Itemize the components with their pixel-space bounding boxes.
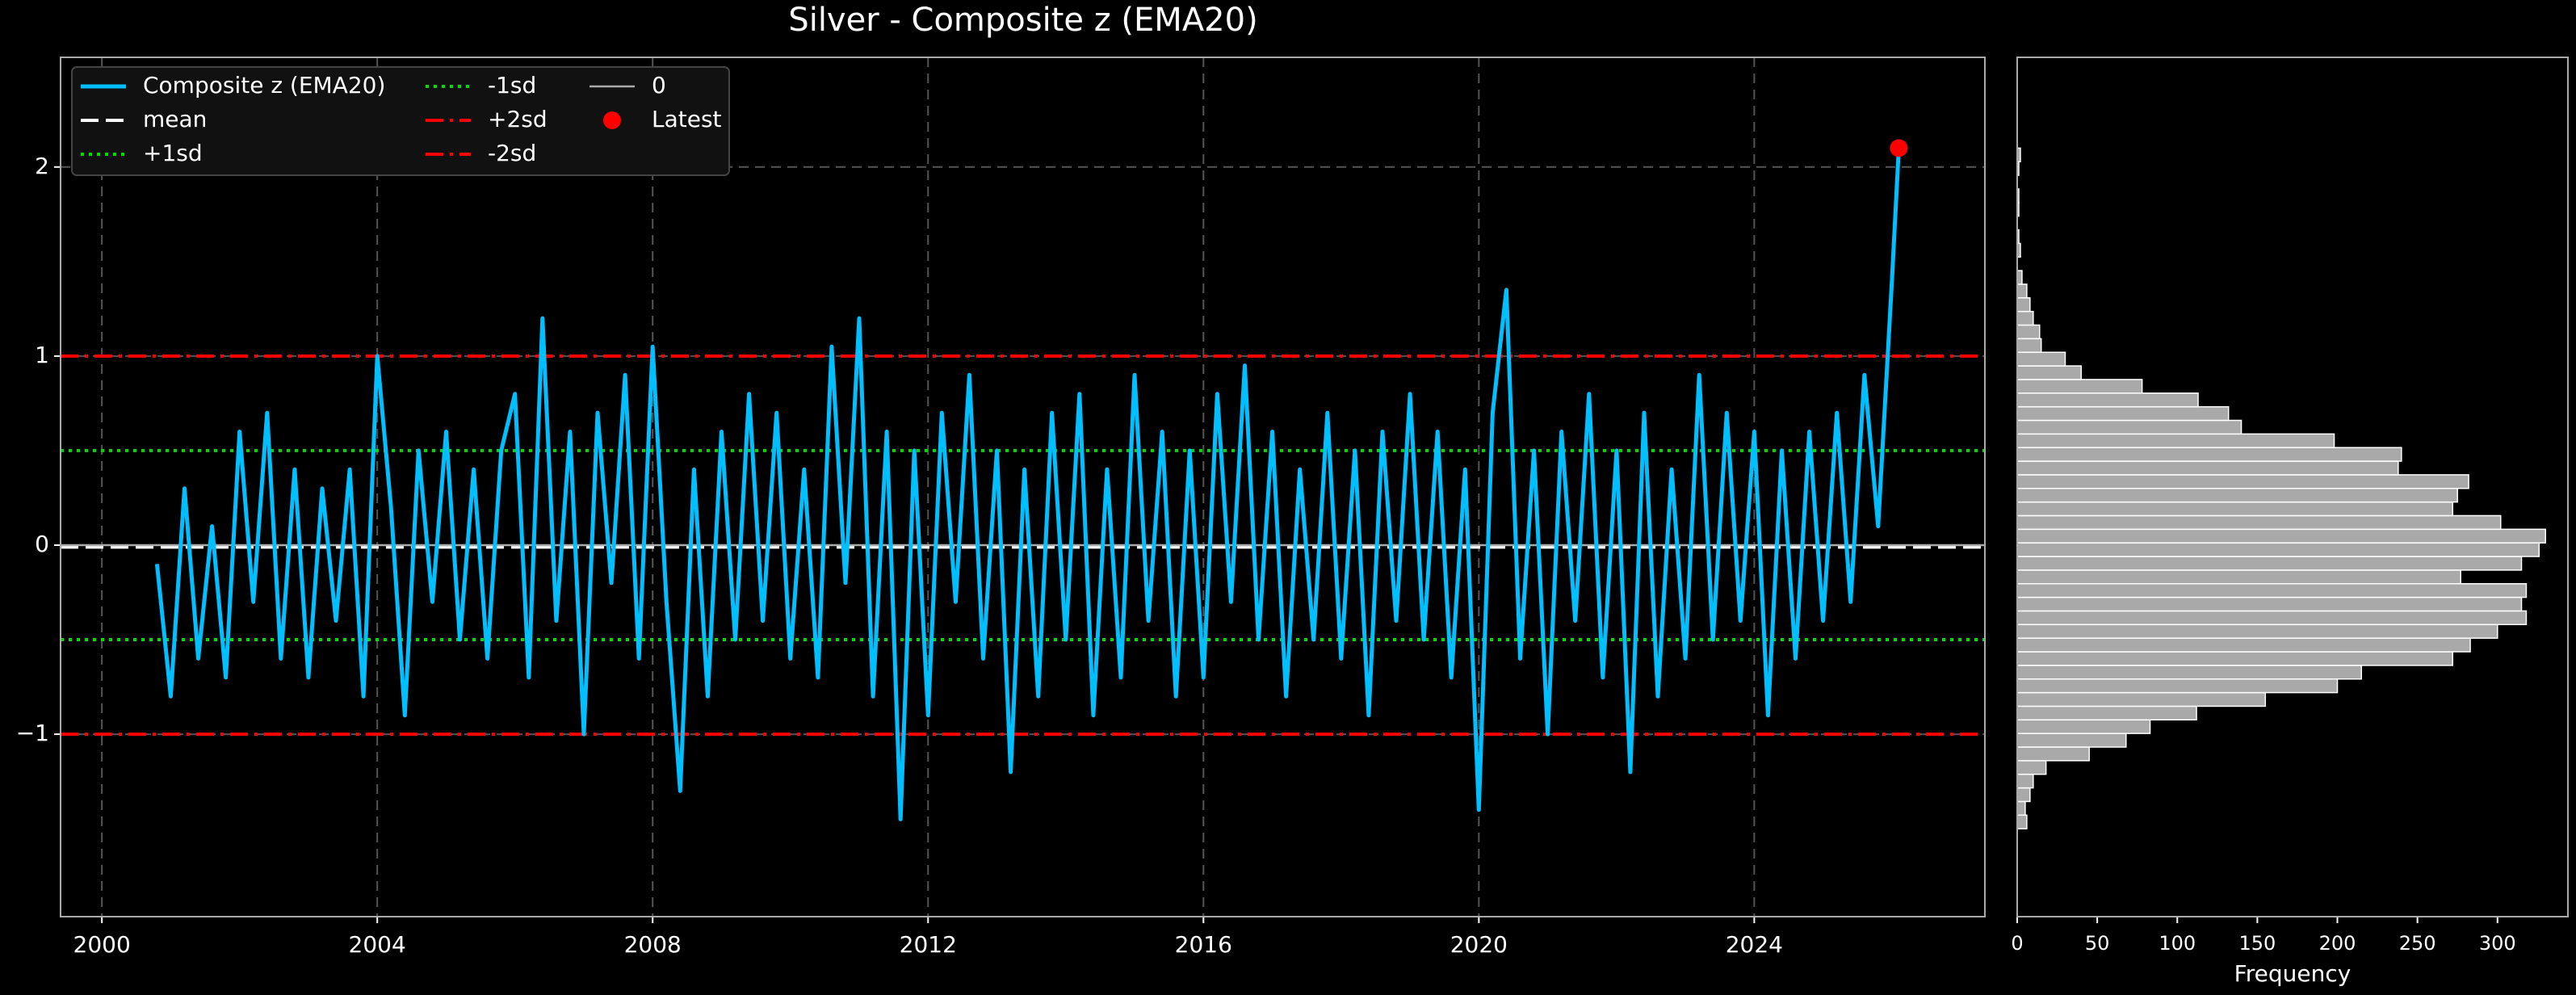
histogram-bar	[2016, 514, 2502, 531]
x-tick-label: 50	[2085, 932, 2110, 955]
histogram-bar	[2016, 596, 2523, 612]
chart-title: Silver - Composite z (EMA20)	[788, 2, 1257, 39]
histogram-bar	[2016, 719, 2151, 734]
histogram-bar	[2016, 582, 2528, 598]
y-tick-label: 2	[35, 153, 49, 179]
histogram-bar	[2016, 705, 2197, 721]
histogram-bar	[2016, 528, 2546, 544]
histogram-bar	[2016, 623, 2498, 639]
histogram-bar	[2016, 283, 2028, 299]
histogram-bar	[2016, 474, 2469, 489]
y-tick-label: −1	[16, 720, 49, 746]
histogram-bar	[2016, 460, 2399, 476]
y-tick-label: 1	[35, 342, 49, 368]
histogram-bar	[2016, 488, 2458, 503]
histogram-bar	[2016, 365, 2083, 380]
legend-handle	[603, 111, 621, 129]
legend-label: +2sd	[488, 106, 548, 132]
x-tick-label: 2020	[1450, 931, 1508, 958]
plot-frame	[2016, 57, 2569, 917]
legend-label: -1sd	[488, 72, 536, 99]
histogram-bar	[2016, 733, 2127, 748]
latest-point	[1890, 139, 1908, 157]
legend-label: Composite z (EMA20)	[143, 72, 385, 99]
histogram-bar	[2016, 814, 2028, 829]
x-tick-label: 200	[2319, 932, 2356, 955]
histogram-bar	[2016, 405, 2230, 422]
x-tick-label: 150	[2238, 932, 2276, 955]
x-tick-label: 2012	[900, 931, 957, 958]
histogram-bar	[2016, 637, 2471, 653]
x-tick-label: 250	[2399, 932, 2436, 955]
x-tick-label: 100	[2159, 932, 2196, 955]
histogram-bar	[2016, 393, 2199, 408]
x-axis-label: Frequency	[2234, 960, 2352, 987]
histogram-bar	[2016, 556, 2523, 571]
histogram-bar	[2016, 447, 2402, 462]
x-tick-label: 300	[2479, 932, 2516, 955]
x-tick-label: 2008	[624, 931, 682, 958]
legend-label: +1sd	[143, 140, 203, 166]
x-tick-label: 2000	[73, 931, 131, 958]
legend-label: mean	[143, 106, 207, 132]
data-line	[154, 148, 1901, 821]
histogram-bar	[2016, 433, 2335, 448]
histogram-bar	[2016, 773, 2034, 789]
histogram-bar	[2016, 419, 2242, 435]
histogram-bar	[2016, 691, 2267, 707]
histogram-bar	[2016, 610, 2528, 626]
histogram-bar	[2016, 324, 2041, 340]
y-tick-label: 0	[35, 531, 49, 557]
histogram-bar	[2016, 338, 2042, 353]
legend-label: Latest	[652, 106, 722, 132]
histogram-bar	[2016, 651, 2454, 666]
histogram-bar	[2016, 297, 2031, 313]
plot-frame	[60, 57, 1986, 917]
x-tick-label: 2016	[1175, 931, 1232, 958]
histogram-bar	[2016, 678, 2339, 694]
legend-box	[71, 66, 730, 176]
histogram-bar	[2016, 379, 2143, 394]
legend-label: -2sd	[488, 140, 536, 166]
x-tick-label: 2024	[1726, 931, 1783, 958]
histogram-bar	[2016, 351, 2066, 367]
histogram-bar	[2016, 569, 2461, 585]
histogram-bar	[2016, 787, 2031, 803]
histogram-bar	[2016, 310, 2034, 326]
legend: Composite z (EMA20) mean +1sd -1sd +2sd -2sd 0…	[71, 66, 730, 176]
histogram-bar	[2016, 665, 2362, 680]
histogram-bar	[2016, 501, 2454, 517]
histogram-bar	[2016, 760, 2047, 775]
legend-label: 0	[652, 72, 666, 99]
x-tick-label: 2004	[349, 931, 406, 958]
histogram-bar	[2016, 746, 2090, 762]
histogram-bar	[2016, 800, 2026, 817]
x-tick-label: 0	[2011, 932, 2023, 955]
histogram-bar	[2016, 542, 2540, 557]
